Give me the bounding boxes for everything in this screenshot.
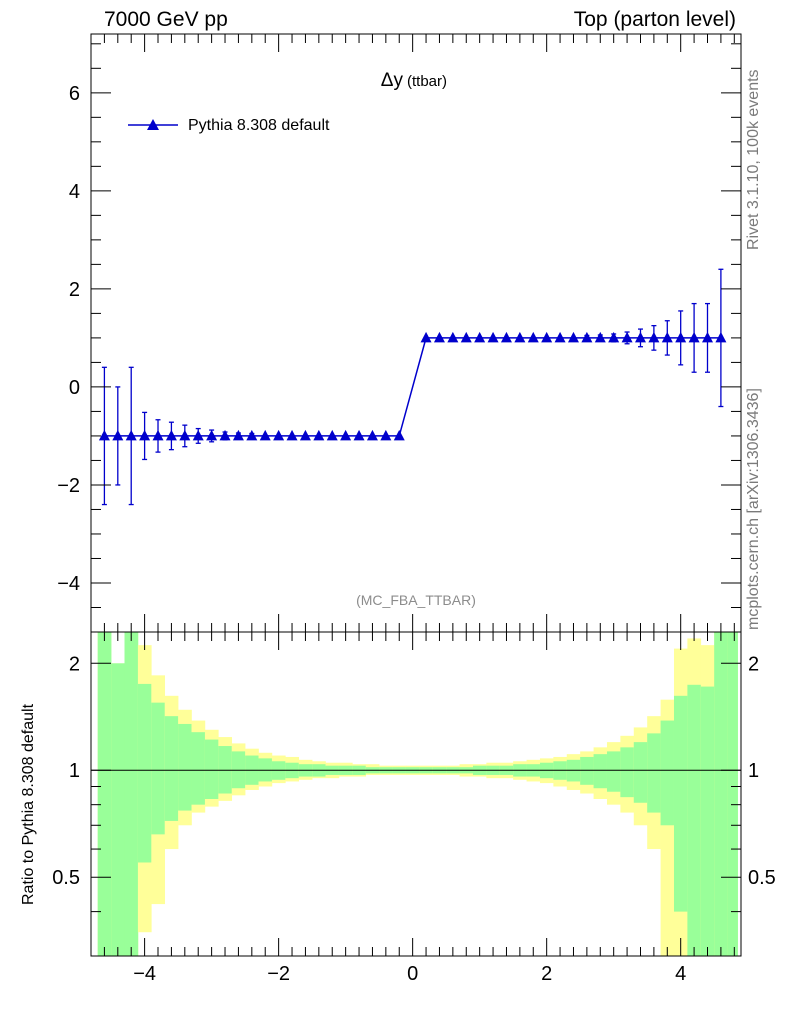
ratio-bands	[97, 632, 738, 956]
data-point	[246, 429, 258, 441]
data-point	[393, 429, 405, 441]
data-point	[112, 429, 124, 441]
data-point	[514, 331, 526, 343]
data-point	[648, 331, 660, 343]
ratio-stat-band-bin	[111, 663, 125, 956]
ratio-stat-band-bin	[700, 686, 715, 956]
x-tick-label: 2	[541, 963, 552, 985]
data-point	[688, 331, 700, 343]
x-tick-label: 4	[675, 963, 686, 985]
data-point	[219, 429, 231, 441]
data-point	[139, 429, 151, 441]
data-point	[594, 331, 606, 343]
ratio-stat-band-bin	[164, 716, 179, 821]
header-energy-label: 7000 GeV pp	[104, 8, 228, 31]
data-point	[634, 331, 646, 343]
data-point	[554, 331, 566, 343]
ratio-stat-band-bin	[204, 739, 219, 799]
chart-title-sub: (ttbar)	[407, 73, 447, 90]
ratio-y-tick-label-left: 1	[69, 760, 80, 782]
data-point	[527, 331, 539, 343]
data-point	[179, 429, 191, 441]
x-tick-label: 0	[407, 963, 418, 985]
data-point	[353, 429, 365, 441]
data-point	[474, 331, 486, 343]
ratio-stat-band-bin	[593, 754, 608, 789]
data-point	[433, 331, 445, 343]
data-point	[541, 331, 553, 343]
header-process-label: Top (parton level)	[573, 8, 736, 31]
ratio-stat-band-bin	[687, 684, 702, 956]
legend: Pythia 8.308 default	[128, 117, 330, 134]
data-point	[125, 429, 137, 441]
data-point	[608, 331, 620, 343]
data-point	[661, 331, 673, 343]
data-point	[487, 331, 499, 343]
y-tick-label: −2	[57, 475, 80, 497]
ratio-stat-band-bin	[191, 732, 206, 805]
ratio-y-tick-label-right: 0.5	[748, 867, 776, 889]
data-point	[460, 331, 472, 343]
ratio-stat-band-bin	[633, 742, 648, 803]
data-point	[232, 429, 244, 441]
data-point	[152, 429, 164, 441]
ratio-stat-band-bin	[151, 702, 166, 835]
ratio-stat-band-bin	[124, 632, 139, 956]
data-point	[326, 429, 338, 441]
data-point	[621, 331, 633, 343]
data-point	[420, 331, 432, 343]
data-point	[447, 331, 459, 343]
data-point	[98, 429, 110, 441]
legend-label: Pythia 8.308 default	[188, 117, 330, 134]
data-point	[500, 331, 512, 343]
y-tick-label: 2	[69, 279, 80, 301]
data-point	[567, 331, 579, 343]
y-tick-label: 6	[69, 83, 80, 105]
data-point	[715, 331, 727, 343]
ratio-stat-band-bin	[660, 720, 675, 826]
data-point	[299, 429, 311, 441]
ratio-stat-band-bin	[727, 632, 738, 956]
data-point	[313, 429, 325, 441]
axes-layer: −4 −2 0 2 4 6 −4 −2 0 2 4 0.5 0.5 1 1 2 2	[52, 34, 776, 985]
ratio-stat-band-bin	[714, 632, 728, 956]
x-tick-label: −2	[267, 963, 290, 985]
ratio-stat-band-bin	[606, 751, 621, 792]
ratio-stat-band-bin	[580, 756, 594, 785]
legend-marker	[147, 119, 159, 130]
data-point	[206, 429, 218, 441]
data-point	[259, 429, 271, 441]
data-point	[273, 429, 285, 441]
data-point	[675, 331, 687, 343]
ratio-stat-band-bin	[647, 733, 661, 813]
ratio-stat-band-bin	[97, 632, 112, 956]
ratio-stat-band-bin	[673, 695, 688, 912]
ratio-y-tick-label-right: 2	[748, 653, 759, 675]
ratio-y-tick-label-left: 2	[69, 653, 80, 675]
chart-title: Δy	[381, 70, 404, 91]
data-point	[165, 429, 177, 441]
ratio-y-tick-label-right: 1	[748, 760, 759, 782]
x-tick-label: −4	[133, 963, 156, 985]
series-line	[104, 337, 721, 437]
ratio-plot-frame	[90, 631, 742, 957]
y-tick-label: −4	[57, 573, 80, 595]
ratio-y-tick-label-left: 0.5	[52, 867, 80, 889]
y-tick-label: 0	[69, 377, 80, 399]
data-point	[380, 429, 392, 441]
data-point	[366, 429, 378, 441]
ratio-stat-band-bin	[137, 683, 152, 863]
data-point	[340, 429, 352, 441]
main-plot-layer	[98, 268, 727, 506]
data-point	[286, 429, 298, 441]
data-point	[581, 331, 593, 343]
y-tick-label: 4	[69, 181, 80, 203]
ratio-stat-band-bin	[620, 747, 635, 798]
ratio-stat-band-bin	[178, 723, 192, 811]
analysis-tag: (MC_FBA_TTBAR)	[356, 592, 476, 608]
data-point	[701, 331, 713, 343]
data-point	[192, 429, 204, 441]
